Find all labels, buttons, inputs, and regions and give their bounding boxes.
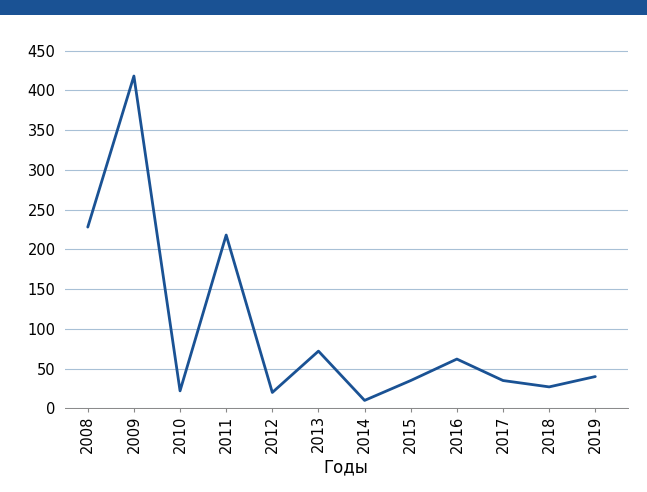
X-axis label: Годы: Годы [324,458,369,476]
